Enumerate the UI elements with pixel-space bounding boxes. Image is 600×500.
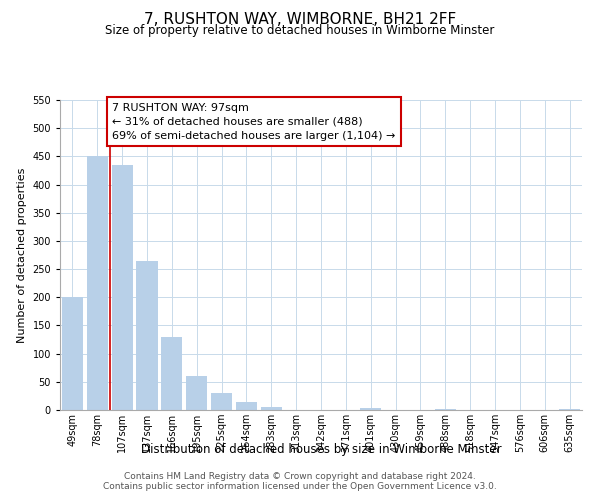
Bar [236, 402, 257, 410]
Bar [559, 409, 580, 410]
Bar [62, 298, 83, 410]
Text: Size of property relative to detached houses in Wimborne Minster: Size of property relative to detached ho… [106, 24, 494, 37]
Text: Distribution of detached houses by size in Wimborne Minster: Distribution of detached houses by size … [140, 442, 502, 456]
Text: 7, RUSHTON WAY, WIMBORNE, BH21 2FF: 7, RUSHTON WAY, WIMBORNE, BH21 2FF [144, 12, 456, 28]
Bar [211, 393, 232, 410]
Bar [261, 407, 282, 410]
Text: 7 RUSHTON WAY: 97sqm
← 31% of detached houses are smaller (488)
69% of semi-deta: 7 RUSHTON WAY: 97sqm ← 31% of detached h… [112, 103, 395, 141]
Y-axis label: Number of detached properties: Number of detached properties [17, 168, 27, 342]
Bar [435, 409, 456, 410]
Bar [186, 376, 207, 410]
Text: Contains HM Land Registry data © Crown copyright and database right 2024.: Contains HM Land Registry data © Crown c… [124, 472, 476, 481]
Bar [112, 165, 133, 410]
Bar [161, 336, 182, 410]
Bar [136, 260, 158, 410]
Text: Contains public sector information licensed under the Open Government Licence v3: Contains public sector information licen… [103, 482, 497, 491]
Bar [360, 408, 381, 410]
Bar [87, 156, 108, 410]
